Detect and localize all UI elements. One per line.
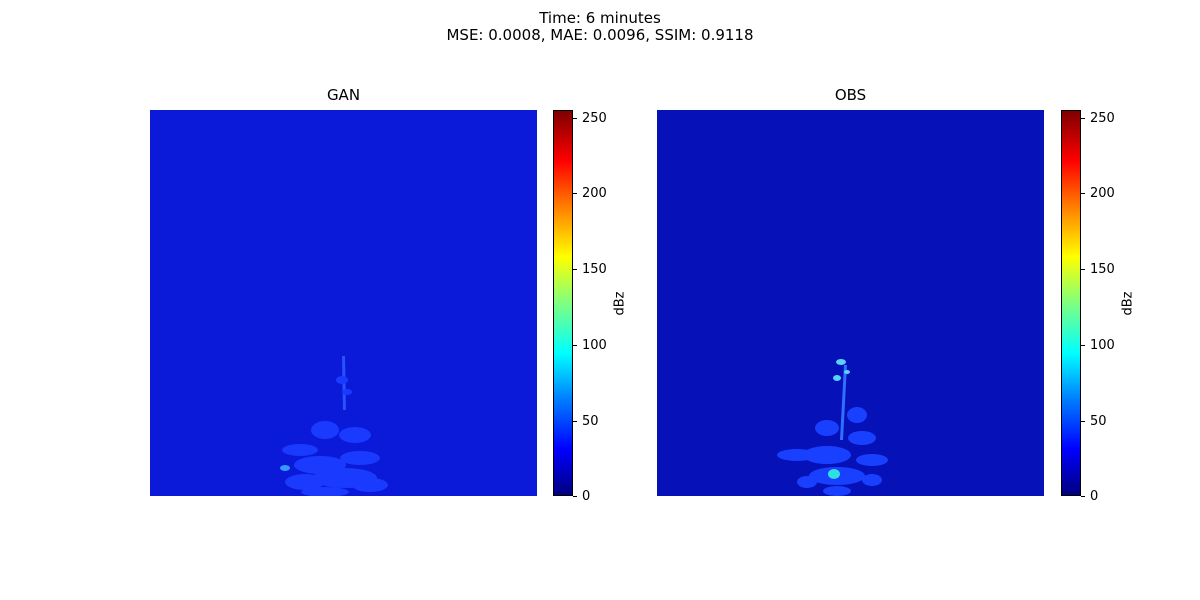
gan-plant-signal [280, 356, 388, 496]
obs-heatmap [657, 110, 1044, 496]
obs-tick-0: 0 [1090, 489, 1099, 504]
gan-tick-150: 150 [582, 262, 607, 277]
obs-background [657, 110, 1044, 496]
obs-tick-50: 50 [1090, 414, 1107, 429]
gan-tick-0: 0 [582, 489, 591, 504]
gan-tick-250: 250 [582, 111, 607, 126]
figure-title-metrics: MSE: 0.0008, MAE: 0.0096, SSIM: 0.9118 [446, 26, 754, 44]
obs-colorbar-label: dBz [1120, 291, 1136, 316]
figure-title-time: Time: 6 minutes [539, 9, 661, 27]
obs-panel-title: OBS [834, 86, 867, 104]
obs-tick-150: 150 [1090, 262, 1115, 277]
gan-colorbar [553, 110, 573, 496]
gan-panel-title: GAN [326, 86, 361, 104]
obs-colorbar [1061, 110, 1081, 496]
gan-tick-200: 200 [582, 186, 607, 201]
gan-tick-50: 50 [582, 414, 599, 429]
obs-tick-250: 250 [1090, 111, 1115, 126]
gan-tick-100: 100 [582, 338, 607, 353]
obs-tick-200: 200 [1090, 186, 1115, 201]
obs-plant-signal [777, 359, 888, 496]
obs-tick-100: 100 [1090, 338, 1115, 353]
gan-heatmap [150, 110, 537, 496]
gan-colorbar-label: dBz [612, 291, 628, 316]
